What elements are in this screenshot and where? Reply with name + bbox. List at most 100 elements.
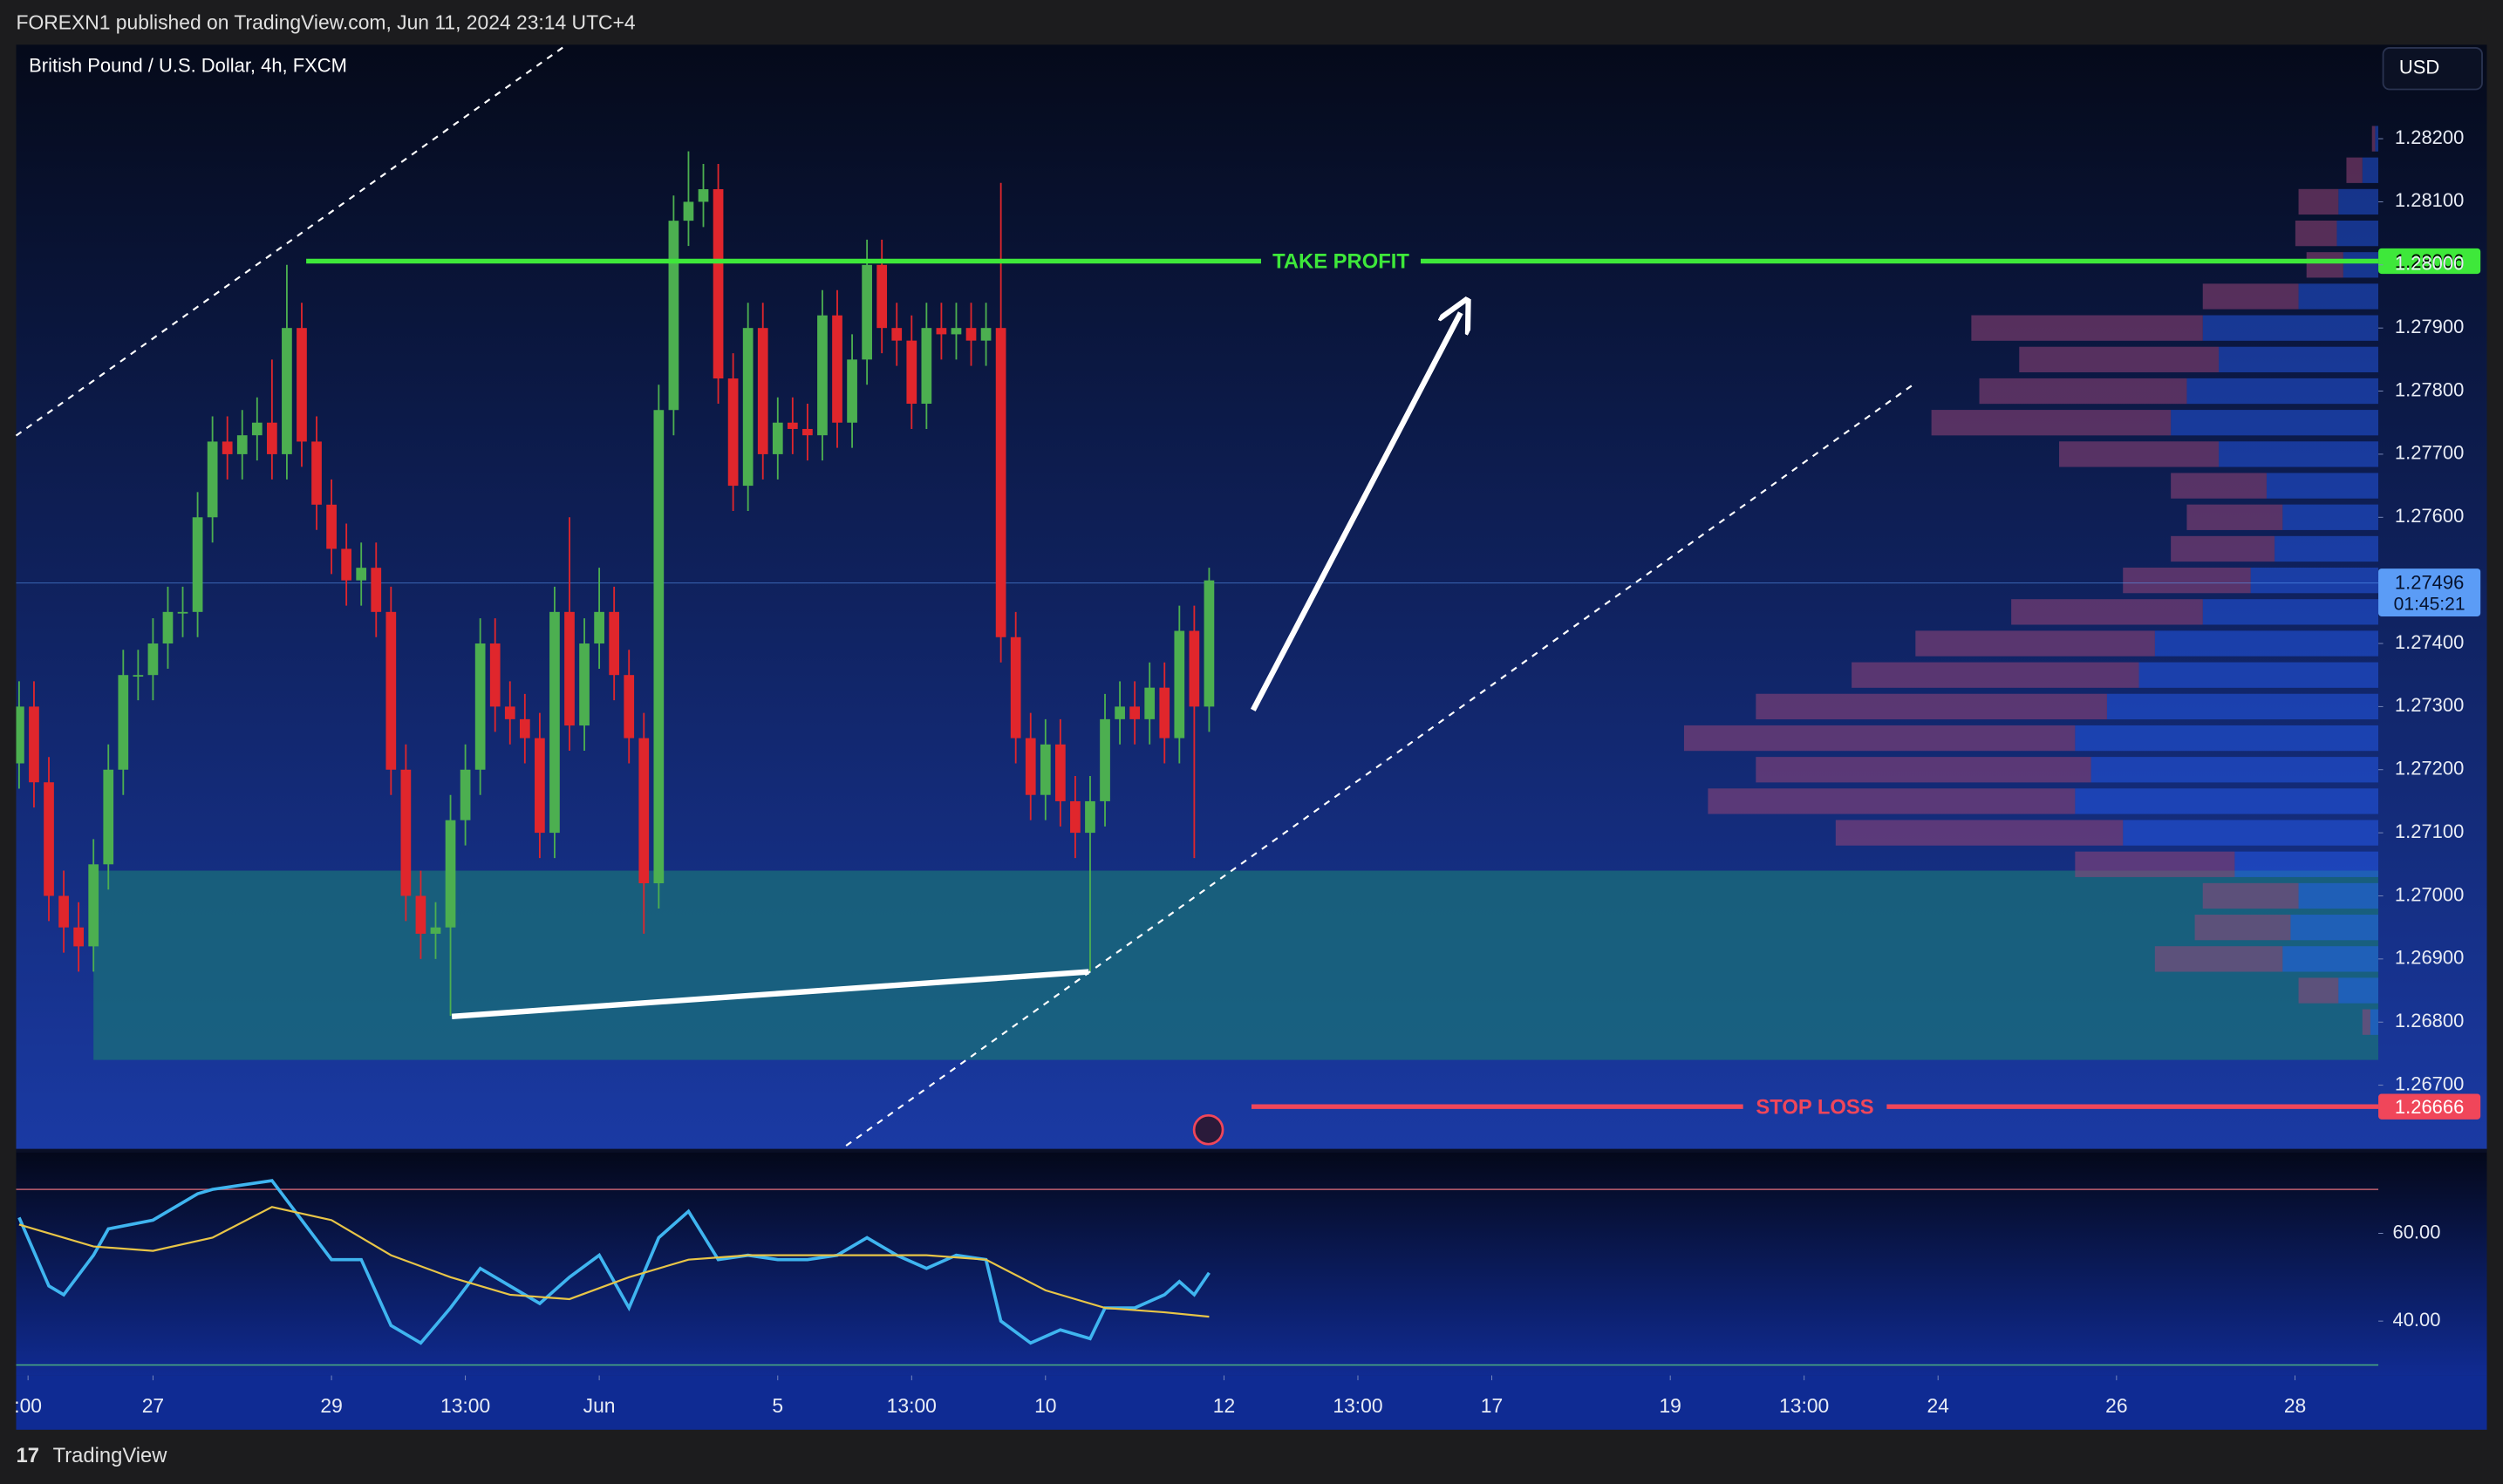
take-profit-label: TAKE PROFIT	[1272, 250, 1409, 274]
candle-body	[474, 643, 486, 770]
candle-body	[504, 706, 515, 719]
candle-body	[1085, 800, 1095, 834]
demand-zone	[93, 870, 2379, 1060]
candle-body	[698, 188, 709, 202]
profile-up	[2282, 946, 2379, 972]
candle-body	[222, 441, 233, 454]
profile-up	[2282, 504, 2379, 530]
candle-body	[624, 675, 635, 739]
profile-up	[2250, 568, 2379, 594]
candle-body	[1100, 718, 1110, 801]
profile-up	[2338, 188, 2379, 215]
candle-body	[29, 706, 39, 783]
candle-body	[147, 643, 159, 676]
profile-down	[2011, 599, 2203, 625]
candle-body	[594, 611, 604, 644]
profile-up	[2343, 252, 2379, 278]
profile-up	[2075, 725, 2379, 752]
y-tick-label: 1.28100	[2395, 189, 2464, 211]
candle-body	[995, 328, 1006, 637]
candle-body	[162, 611, 174, 644]
price-tag	[2378, 1093, 2481, 1120]
x-tick-label: 13:00	[1333, 1394, 1382, 1417]
last-price-tag	[2378, 568, 2481, 616]
candle-body	[58, 895, 69, 928]
currency-label[interactable]: USD	[2399, 56, 2439, 78]
candle-body	[579, 643, 590, 726]
x-tick-label: :00	[14, 1394, 42, 1417]
profile-down	[1756, 693, 2107, 720]
x-tick-label: 5	[772, 1394, 783, 1417]
y-tick-label: 1.27000	[2395, 883, 2464, 905]
x-tick-label: 29	[320, 1394, 342, 1417]
profile-up	[2202, 315, 2379, 341]
candle-body	[489, 643, 501, 707]
candle-body	[430, 927, 441, 934]
profile-up	[2202, 599, 2379, 625]
candle-body	[207, 441, 218, 518]
candle-body	[1189, 630, 1200, 707]
profile-up	[2171, 410, 2379, 436]
profile-up	[2219, 346, 2379, 372]
profile-down	[2306, 252, 2343, 278]
profile-up	[2075, 788, 2379, 814]
profile-up	[2138, 662, 2379, 688]
candle-body	[683, 201, 694, 221]
footer-logo: TradingView	[53, 1444, 168, 1467]
y-tick-label: 1.26700	[2395, 1072, 2464, 1094]
profile-down	[2371, 126, 2376, 152]
profile-down	[2194, 915, 2291, 941]
profile-up	[2266, 473, 2379, 499]
x-tick-label: 10	[1034, 1394, 1056, 1417]
candle-body	[906, 340, 917, 405]
candle-body	[862, 264, 872, 360]
candle-body	[445, 820, 456, 928]
candle-body	[356, 568, 367, 581]
countdown-text: 01:45:21	[2394, 595, 2465, 615]
x-tick-label: 13:00	[887, 1394, 937, 1417]
event-icon[interactable]	[1192, 1113, 1224, 1146]
drawings	[15, 44, 1916, 1147]
profile-up	[2362, 157, 2379, 183]
currency-button[interactable]	[2382, 46, 2483, 91]
x-tick-label: 13:00	[1779, 1394, 1829, 1417]
candle-body	[519, 718, 530, 739]
candle-body	[177, 611, 188, 614]
candle-body	[371, 568, 382, 612]
profile-up	[2123, 820, 2379, 846]
profile-down	[1756, 757, 2091, 783]
profile-up	[2234, 851, 2379, 877]
time-axis	[16, 1375, 2487, 1430]
candle-body	[282, 328, 292, 454]
profile-down	[1852, 662, 2139, 688]
candle-body	[1040, 744, 1051, 795]
profile-down	[1931, 410, 2172, 436]
candle-body	[133, 675, 144, 677]
candle-body	[921, 328, 932, 405]
candle-body	[891, 328, 903, 341]
candle-body	[713, 188, 724, 379]
x-tick-label: 17	[1481, 1394, 1503, 1417]
candle-body	[311, 441, 322, 505]
candle-body	[385, 611, 397, 770]
x-tick-label: 26	[2105, 1394, 2127, 1417]
candle-body	[297, 328, 307, 442]
candle-body	[1070, 800, 1081, 834]
plot-area: TAKE PROFIT STOP LOSS	[16, 126, 2379, 1119]
y-tick-label: 1.26900	[2395, 947, 2464, 969]
profile-down	[2075, 851, 2235, 877]
profile-down	[2298, 188, 2339, 215]
profile-down	[2202, 283, 2299, 310]
profile-up	[2275, 535, 2379, 562]
candle-body	[549, 611, 560, 834]
candle-body	[1010, 636, 1021, 739]
candle-body	[1115, 706, 1125, 719]
candle-body	[802, 428, 813, 436]
y-tick-label: 1.27600	[2395, 505, 2464, 527]
price-tag	[2378, 248, 2481, 275]
profile-up	[2298, 882, 2379, 909]
support-line	[451, 969, 1089, 1019]
profile-down	[2346, 157, 2363, 183]
profile-down	[2171, 473, 2267, 499]
